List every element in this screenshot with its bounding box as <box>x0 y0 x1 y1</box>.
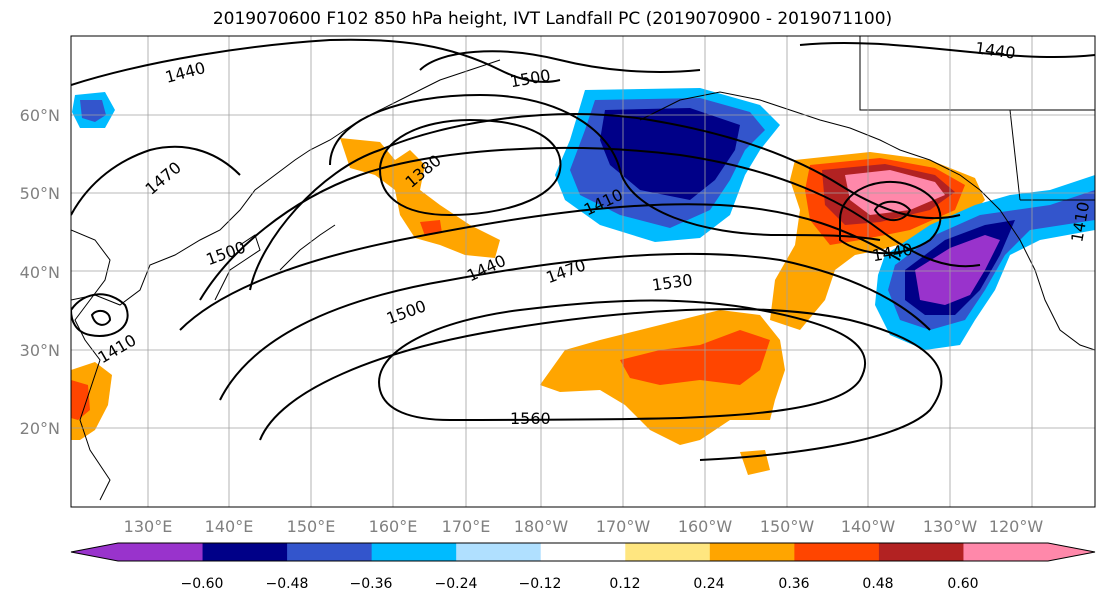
lat-label: 40°N <box>20 263 60 282</box>
colorbar-swatch <box>709 543 795 561</box>
lon-label: 140°E <box>205 517 254 536</box>
colorbar-swatch <box>878 543 964 561</box>
colorbar-tick-label: 0.36 <box>778 576 809 592</box>
lon-label: 180°W <box>514 517 569 536</box>
colorbar-tick-label: 0.24 <box>693 576 724 592</box>
lat-label: 20°N <box>20 419 60 438</box>
lon-label: 170°W <box>596 517 651 536</box>
lon-label: 140°W <box>841 517 896 536</box>
map-title: 2019070600 F102 850 hPa height, IVT Land… <box>212 9 893 29</box>
colorbar-swatch <box>287 543 373 561</box>
longitude-labels: 130°E 140°E 150°E 160°E 170°E 180°W 170°… <box>124 517 1044 536</box>
colorbar-outline <box>70 542 1096 562</box>
colorbar-tick-label: 0.48 <box>862 576 893 592</box>
map-border <box>70 35 1096 508</box>
colorbar-tick-label: −0.36 <box>350 576 393 592</box>
colorbar-tick-labels: −0.60 −0.48 −0.36 −0.24 −0.12 0.12 0.24 … <box>181 576 979 592</box>
colorbar-swatch <box>456 543 542 561</box>
colorbar-tick-label: −0.24 <box>435 576 478 592</box>
height-contours <box>71 38 1095 461</box>
colorbar <box>70 542 1096 562</box>
lon-label: 150°E <box>287 517 336 536</box>
colorbar-swatch <box>794 543 880 561</box>
lon-label: 150°W <box>760 517 815 536</box>
lon-label: 120°W <box>989 517 1044 536</box>
colorbar-tick-label: 0.12 <box>609 576 640 592</box>
lon-label: 160°E <box>369 517 418 536</box>
colorbar-extend-high <box>1048 543 1095 561</box>
colorbar-swatch <box>963 543 1049 561</box>
lat-label: 50°N <box>20 184 60 203</box>
lon-label: 170°E <box>442 517 491 536</box>
contour-label: 1560 <box>510 409 551 428</box>
colorbar-swatch <box>371 543 457 561</box>
colorbar-extend-low <box>71 543 118 561</box>
colorbar-swatch <box>118 543 204 561</box>
colorbar-swatch <box>202 543 288 561</box>
colorbar-tick-label: −0.48 <box>266 576 309 592</box>
lon-label: 130°E <box>124 517 173 536</box>
colorbar-tick-label: −0.12 <box>519 576 562 592</box>
coastlines <box>71 36 1095 501</box>
lat-label: 60°N <box>20 106 60 125</box>
colorbar-tick-label: −0.60 <box>181 576 224 592</box>
lon-label: 160°W <box>678 517 733 536</box>
lon-label: 130°W <box>923 517 978 536</box>
colorbar-swatch <box>625 543 711 561</box>
colorbar-tick-label: 0.60 <box>947 576 978 592</box>
latitude-labels: 60°N 50°N 40°N 30°N 20°N <box>20 106 60 438</box>
lat-label: 30°N <box>20 341 60 360</box>
colorbar-swatch <box>540 543 626 561</box>
